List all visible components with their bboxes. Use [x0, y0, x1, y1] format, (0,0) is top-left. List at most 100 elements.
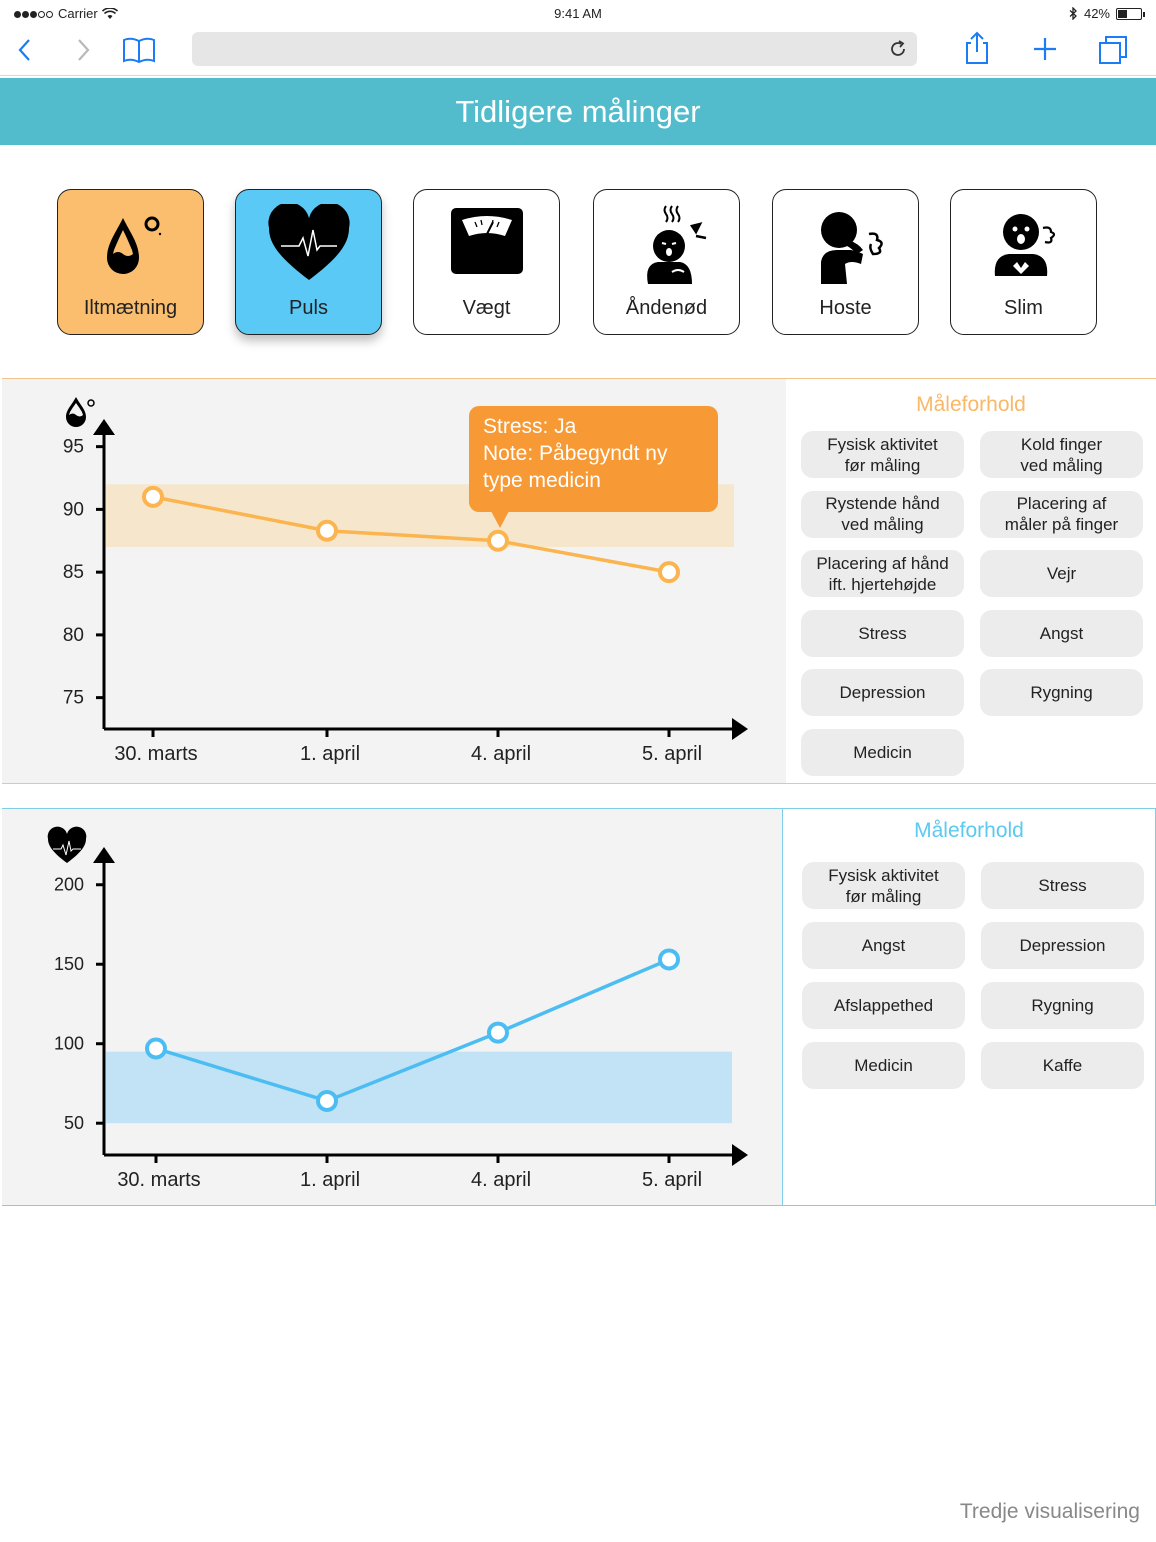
chart-header-icon — [66, 397, 95, 427]
condition-chip[interactable]: Rygning — [980, 669, 1143, 716]
y-tick-label: 90 — [63, 499, 84, 520]
category-aandenoed-button[interactable]: Åndenød — [593, 189, 740, 335]
condition-chip[interactable]: Fysisk aktivitet før måling — [802, 862, 965, 909]
x-tick-label: 30. marts — [114, 743, 197, 765]
condition-chip[interactable]: Rygning — [981, 982, 1144, 1029]
y-axis-arrow — [93, 419, 115, 435]
back-icon[interactable] — [14, 34, 36, 66]
condition-chip[interactable]: Fysisk aktivitet før måling — [801, 431, 964, 478]
data-point[interactable] — [487, 529, 509, 552]
bookmarks-icon[interactable] — [122, 34, 156, 66]
y-axis-arrow — [93, 847, 115, 863]
data-point[interactable] — [145, 1037, 167, 1060]
battery-percent: 42% — [1083, 6, 1110, 21]
data-point[interactable] — [487, 1021, 509, 1044]
conditions-title: Måleforhold — [914, 819, 1024, 842]
category-label: Hoste — [819, 297, 872, 319]
series-line — [155, 957, 670, 1103]
new-tab-icon[interactable] — [1030, 34, 1060, 64]
x-tick-label: 30. marts — [117, 1169, 200, 1191]
data-point[interactable] — [658, 561, 680, 584]
category-label: Iltmætning — [83, 297, 178, 319]
url-bar[interactable] — [192, 32, 917, 66]
y-tick-label: 85 — [63, 562, 84, 583]
x-axis-arrow — [732, 718, 748, 740]
y-tick-label: 150 — [54, 954, 84, 974]
condition-chip[interactable]: Placering af måler på finger — [980, 490, 1143, 538]
y-tick-label: 95 — [63, 437, 84, 458]
breathless-person-icon — [646, 205, 706, 284]
page-title: Tidligere målinger — [0, 78, 1156, 145]
x-tick-label: 5. april — [642, 1169, 702, 1191]
oxygen-conditions-panel: Måleforhold Fysisk aktivitet før måling K… — [786, 379, 1156, 783]
conditions-title: Måleforhold — [916, 393, 1026, 416]
browser-toolbar — [0, 28, 1156, 76]
measurement-tooltip: Stress: Ja Note: Påbegyndt ny type medic… — [469, 406, 718, 528]
oxygen-chart: 95 90 85 80 75 30. marts 1. april 4. april 5. ap… — [63, 397, 748, 765]
carrier-info: Carrier — [14, 6, 118, 21]
scale-icon — [450, 208, 523, 274]
battery-info: 42% — [1069, 6, 1145, 21]
y-tick-label: 80 — [63, 625, 84, 646]
category-slim-button[interactable]: Slim — [950, 189, 1097, 335]
condition-chip[interactable]: Afslappethed — [802, 982, 965, 1029]
heart-pulse-icon — [47, 826, 87, 863]
condition-chip[interactable]: Angst — [980, 609, 1143, 657]
y-tick-label: 100 — [54, 1034, 84, 1054]
condition-chip[interactable]: Placering af hånd ift. hjertehøjde — [801, 550, 964, 597]
condition-chip[interactable]: Kaffe — [981, 1042, 1144, 1089]
heart-pulse-icon — [267, 204, 350, 280]
condition-chip[interactable]: Depression — [981, 922, 1144, 969]
x-tick-label: 4. april — [471, 1169, 531, 1191]
reload-icon[interactable] — [889, 40, 907, 58]
x-tick-label: 5. april — [642, 743, 702, 765]
battery-icon — [1116, 7, 1145, 20]
pulse-conditions-panel: Måleforhold Fysisk aktivitet før måling S… — [782, 809, 1156, 1205]
oxygen-drop-icon — [106, 216, 161, 274]
category-hoste-button[interactable]: Hoste — [772, 189, 919, 335]
condition-chip[interactable]: Kold finger ved måling — [980, 431, 1143, 478]
x-axis-arrow — [732, 1144, 748, 1166]
condition-chip[interactable]: Medicin — [801, 728, 964, 776]
condition-chip[interactable]: Rystende hånd ved måling — [801, 490, 964, 538]
series-line — [152, 495, 670, 574]
category-label: Slim — [1004, 297, 1043, 319]
signal-icon — [14, 6, 54, 21]
carrier-name: Carrier — [58, 6, 98, 21]
battery-level — [1118, 9, 1128, 18]
status-bar: Carrier 9:41 AM 42% — [0, 0, 1156, 28]
tabs-icon[interactable] — [1096, 34, 1130, 66]
pulse-chart: 200 150 100 50 30. marts 1. april 4. april 5. a… — [47, 826, 748, 1191]
category-label: Vægt — [462, 297, 511, 319]
footer-note: Tredje visualisering — [959, 1500, 1140, 1523]
clock: 9:41 AM — [554, 6, 602, 21]
condition-chip[interactable]: Stress — [801, 609, 964, 657]
condition-chip[interactable]: Vejr — [980, 550, 1143, 597]
category-label: Åndenød — [625, 297, 708, 319]
x-tick-label: 4. april — [471, 743, 531, 765]
category-label: Puls — [289, 297, 328, 319]
chart-header-icon — [47, 826, 87, 863]
category-puls-button[interactable]: Puls — [235, 189, 382, 335]
x-tick-label: 1. april — [300, 743, 360, 765]
condition-chip[interactable]: Angst — [802, 922, 965, 969]
condition-chip[interactable]: Medicin — [802, 1042, 965, 1089]
coughing-person-icon — [820, 212, 883, 284]
category-iltmaetning-button[interactable]: Iltmætning — [57, 189, 204, 335]
data-point[interactable] — [316, 1089, 338, 1112]
x-tick-label: 1. april — [300, 1169, 360, 1191]
condition-chip[interactable]: Stress — [981, 862, 1144, 909]
data-point[interactable] — [658, 948, 680, 971]
y-tick-label: 200 — [54, 875, 84, 895]
forward-icon[interactable] — [72, 34, 94, 66]
condition-chip[interactable]: Depression — [801, 669, 964, 716]
data-point[interactable] — [316, 519, 338, 542]
y-tick-label: 50 — [64, 1113, 84, 1133]
y-tick-label: 75 — [63, 688, 84, 709]
phlegm-person-icon — [994, 214, 1055, 276]
wifi-icon — [101, 7, 118, 19]
category-vaegt-button[interactable]: Vægt — [413, 189, 560, 335]
share-icon[interactable] — [962, 30, 992, 66]
bluetooth-icon — [1069, 7, 1077, 20]
data-point[interactable] — [142, 485, 164, 508]
